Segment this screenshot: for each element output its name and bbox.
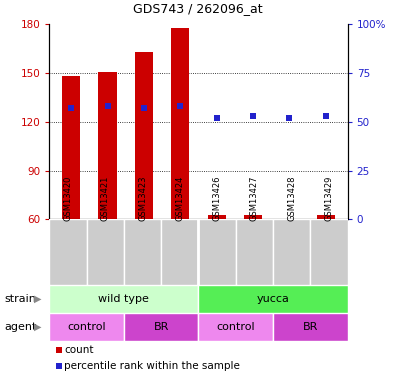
Bar (273, 219, 310, 285)
Text: agent: agent (4, 322, 36, 332)
Bar (310, 219, 348, 285)
Bar (49, 285, 199, 313)
Bar (124, 313, 199, 341)
Bar (49, 219, 87, 285)
Text: GSM13424: GSM13424 (175, 176, 184, 221)
Text: GSM13429: GSM13429 (324, 176, 333, 221)
Bar (199, 313, 273, 341)
Text: percentile rank within the sample: percentile rank within the sample (64, 361, 240, 371)
Text: ▶: ▶ (34, 294, 41, 304)
Bar (244, 214, 262, 219)
Text: GSM13423: GSM13423 (138, 176, 147, 221)
Bar (199, 285, 348, 313)
Text: GSM13421: GSM13421 (101, 176, 110, 221)
Text: count: count (64, 345, 94, 355)
Text: GSM13420: GSM13420 (64, 176, 73, 221)
Text: control: control (67, 322, 106, 332)
Text: control: control (216, 322, 255, 332)
Bar (135, 52, 153, 219)
Text: BR: BR (303, 322, 318, 332)
Bar (124, 219, 161, 285)
Bar (161, 219, 199, 285)
Text: yucca: yucca (257, 294, 290, 304)
Text: GSM13427: GSM13427 (250, 176, 259, 221)
Text: ▶: ▶ (34, 322, 41, 332)
Text: wild type: wild type (98, 294, 149, 304)
Text: GSM13426: GSM13426 (213, 176, 222, 221)
Bar (236, 219, 273, 285)
Text: GSM13428: GSM13428 (287, 176, 296, 221)
Bar (199, 219, 236, 285)
Text: GDS743 / 262096_at: GDS743 / 262096_at (133, 2, 262, 15)
Bar (208, 214, 226, 219)
Bar (87, 219, 124, 285)
Bar (273, 313, 348, 341)
Bar (49, 313, 124, 341)
Text: strain: strain (4, 294, 36, 304)
Text: BR: BR (154, 322, 169, 332)
Bar (98, 72, 117, 219)
Bar (317, 214, 335, 219)
Bar (62, 76, 80, 219)
Bar (171, 28, 189, 219)
